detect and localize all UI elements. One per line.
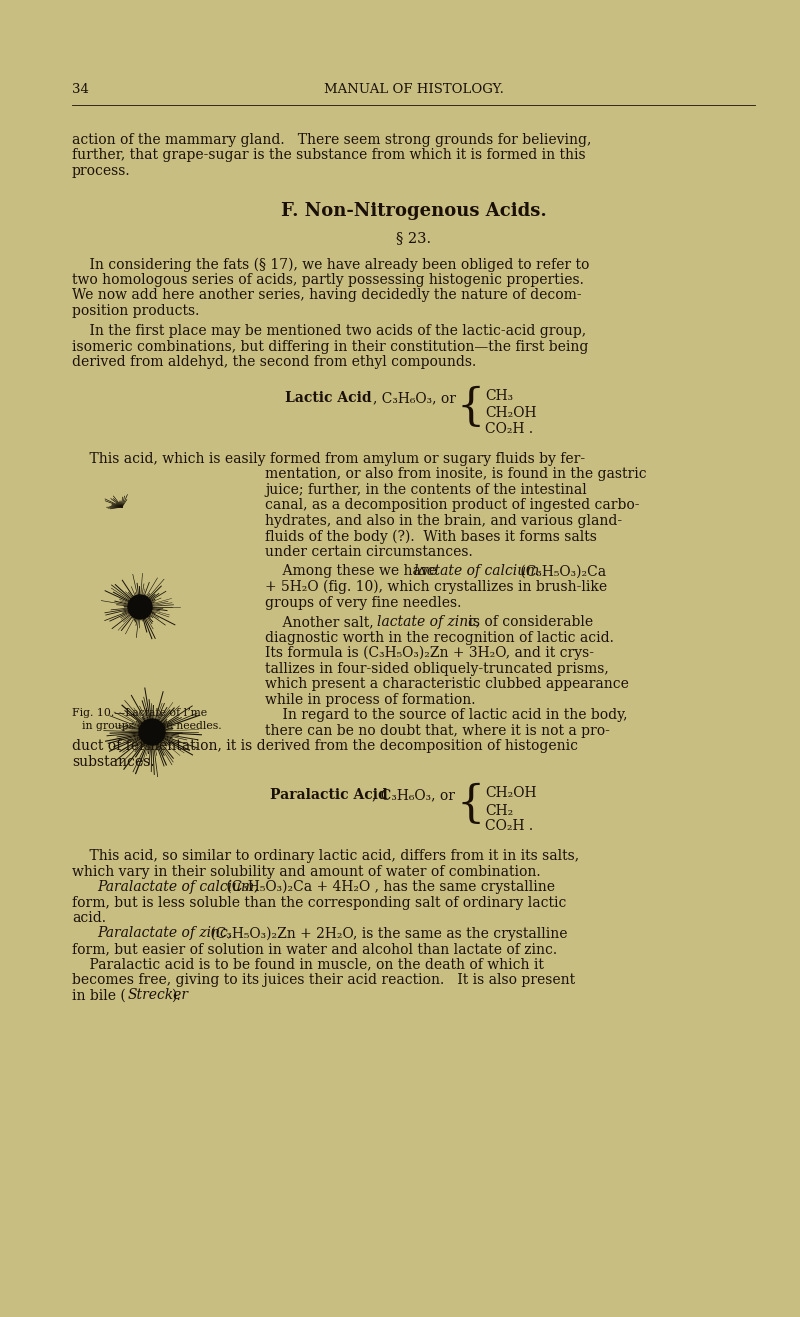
Text: Another salt,: Another salt, xyxy=(265,615,378,630)
Text: lactate of zinc,: lactate of zinc, xyxy=(377,615,480,630)
Text: two homologous series of acids, partly possessing histogenic properties.: two homologous series of acids, partly p… xyxy=(72,273,584,287)
Text: CH₂OH: CH₂OH xyxy=(485,407,537,420)
Text: further, that grape-sugar is the substance from which it is formed in this: further, that grape-sugar is the substan… xyxy=(72,149,586,162)
Text: MANUAL OF HISTOLOGY.: MANUAL OF HISTOLOGY. xyxy=(323,83,503,96)
Text: (C₃H₅O₃)₂Ca + 4H₂O , has the same crystalline: (C₃H₅O₃)₂Ca + 4H₂O , has the same crysta… xyxy=(222,880,555,894)
Text: CO₂H .: CO₂H . xyxy=(485,421,533,436)
Text: in groups of fine needles.: in groups of fine needles. xyxy=(82,722,222,731)
Text: hydrates, and also in the brain, and various gland-: hydrates, and also in the brain, and var… xyxy=(265,514,622,528)
Text: + 5H₂O (fig. 10), which crystallizes in brush-like: + 5H₂O (fig. 10), which crystallizes in … xyxy=(265,579,607,594)
Text: CH₂: CH₂ xyxy=(485,803,514,818)
Text: duct of fermentation, it is derived from the decomposition of histogenic: duct of fermentation, it is derived from… xyxy=(72,739,578,753)
Text: Lactic Acid: Lactic Acid xyxy=(285,391,372,406)
Text: Among these we have: Among these we have xyxy=(265,565,442,578)
Text: In considering the fats (§ 17), we have already been obliged to refer to: In considering the fats (§ 17), we have … xyxy=(72,258,590,271)
Text: position products.: position products. xyxy=(72,304,199,317)
Text: 34: 34 xyxy=(72,83,89,96)
Text: Paralactate of calcium,: Paralactate of calcium, xyxy=(97,880,258,894)
Text: in bile (: in bile ( xyxy=(72,989,126,1002)
Text: mentation, or also from inosite, is found in the gastric: mentation, or also from inosite, is foun… xyxy=(265,468,646,482)
Text: CH₃: CH₃ xyxy=(485,389,513,403)
Text: derived from aldehyd, the second from ethyl compounds.: derived from aldehyd, the second from et… xyxy=(72,356,476,370)
Text: (C₃H₅O₃)₂Ca: (C₃H₅O₃)₂Ca xyxy=(517,565,606,578)
Text: lactate of calcium: lactate of calcium xyxy=(414,565,539,578)
Text: which present a characteristic clubbed appearance: which present a characteristic clubbed a… xyxy=(265,677,629,691)
Text: there can be no doubt that, where it is not a pro-: there can be no doubt that, where it is … xyxy=(265,723,610,738)
Text: F. Non-Nitrogenous Acids.: F. Non-Nitrogenous Acids. xyxy=(281,202,546,220)
Text: (C₃H₅O₃)₂Zn + 2H₂O, is the same as the crystalline: (C₃H₅O₃)₂Zn + 2H₂O, is the same as the c… xyxy=(206,926,567,940)
Text: form, but is less soluble than the corresponding salt of ordinary lactic: form, but is less soluble than the corre… xyxy=(72,896,566,910)
Text: while in process of formation.: while in process of formation. xyxy=(265,693,475,706)
Text: {: { xyxy=(457,784,486,826)
Text: isomeric combinations, but differing in their constitution—the first being: isomeric combinations, but differing in … xyxy=(72,340,588,354)
Text: This acid, which is easily formed from amylum or sugary fluids by fer-: This acid, which is easily formed from a… xyxy=(72,452,585,466)
Text: Strecker: Strecker xyxy=(128,989,189,1002)
Text: , C₃H₆O₃, or: , C₃H₆O₃, or xyxy=(373,391,456,406)
Text: In the first place may be mentioned two acids of the lactic-acid group,: In the first place may be mentioned two … xyxy=(72,324,586,338)
Text: which vary in their solubility and amount of water of combination.: which vary in their solubility and amoun… xyxy=(72,864,541,878)
Text: CH₂OH: CH₂OH xyxy=(485,786,537,799)
Text: becomes free, giving to its juices their acid reaction.   It is also present: becomes free, giving to its juices their… xyxy=(72,973,575,986)
Text: process.: process. xyxy=(72,165,130,178)
Circle shape xyxy=(139,719,165,745)
Circle shape xyxy=(128,595,152,619)
Text: Paralactic Acid: Paralactic Acid xyxy=(270,788,388,802)
Text: , C₃H₆O₃, or: , C₃H₆O₃, or xyxy=(372,788,455,802)
Text: § 23.: § 23. xyxy=(396,232,431,245)
Text: canal, as a decomposition product of ingested carbo-: canal, as a decomposition product of ing… xyxy=(265,499,639,512)
Text: groups of very fine needles.: groups of very fine needles. xyxy=(265,595,462,610)
Text: Paralactate of zinc,: Paralactate of zinc, xyxy=(97,926,232,940)
Text: {: { xyxy=(457,386,486,429)
Text: Its formula is (C₃H₅O₃)₂Zn + 3H₂O, and it crys-: Its formula is (C₃H₅O₃)₂Zn + 3H₂O, and i… xyxy=(265,647,594,660)
Text: is of considerable: is of considerable xyxy=(464,615,593,630)
Text: tallizes in four-sided obliquely-truncated prisms,: tallizes in four-sided obliquely-truncat… xyxy=(265,661,609,676)
Text: In regard to the source of lactic acid in the body,: In regard to the source of lactic acid i… xyxy=(265,709,627,722)
Text: form, but easier of solution in water and alcohol than lactate of zinc.: form, but easier of solution in water an… xyxy=(72,942,557,956)
Text: This acid, so similar to ordinary lactic acid, differs from it in its salts,: This acid, so similar to ordinary lactic… xyxy=(72,849,579,863)
Text: juice; further, in the contents of the intestinal: juice; further, in the contents of the i… xyxy=(265,483,586,497)
Text: We now add here another series, having decidedly the nature of decom-: We now add here another series, having d… xyxy=(72,288,582,303)
Text: Fig. 10.—Lactate of lʼme: Fig. 10.—Lactate of lʼme xyxy=(72,709,207,718)
Text: substances.: substances. xyxy=(72,755,154,769)
Text: action of the mammary gland.   There seem strong grounds for believing,: action of the mammary gland. There seem … xyxy=(72,133,591,148)
Text: acid.: acid. xyxy=(72,911,106,925)
Text: fluids of the body (?).  With bases it forms salts: fluids of the body (?). With bases it fo… xyxy=(265,529,597,544)
Text: diagnostic worth in the recognition of lactic acid.: diagnostic worth in the recognition of l… xyxy=(265,631,614,644)
Text: CO₂H .: CO₂H . xyxy=(485,819,533,832)
Text: under certain circumstances.: under certain circumstances. xyxy=(265,545,473,558)
Text: Paralactic acid is to be found in muscle, on the death of which it: Paralactic acid is to be found in muscle… xyxy=(72,957,544,972)
Text: ).: ). xyxy=(171,989,181,1002)
